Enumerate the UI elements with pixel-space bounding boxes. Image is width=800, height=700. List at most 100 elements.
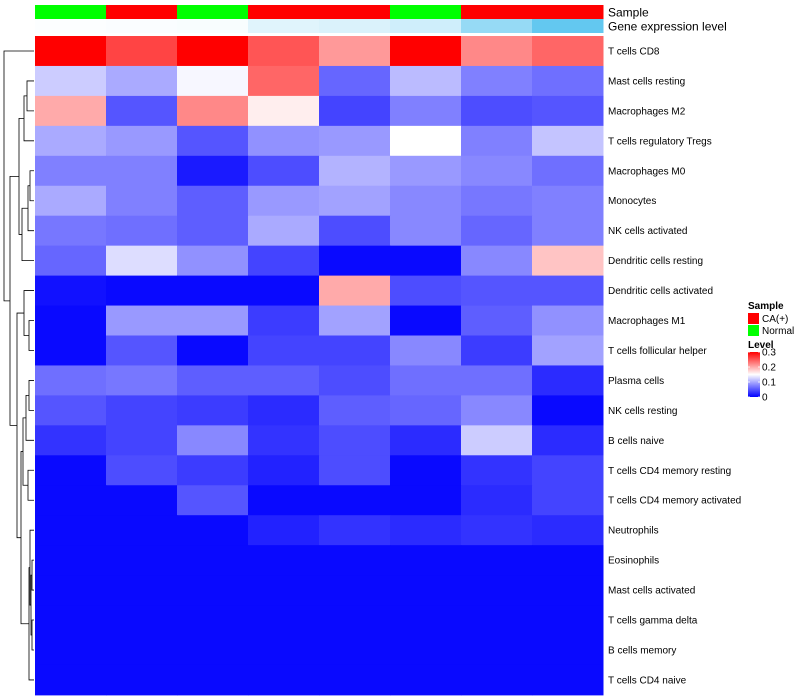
heatmap-cell [177, 425, 249, 456]
heatmap-cell [177, 664, 249, 696]
heatmap-cell [319, 635, 391, 666]
heatmap-cell [106, 245, 178, 277]
expression-annotation-cell [319, 19, 391, 33]
heatmap-cell [319, 155, 391, 187]
heatmap-cell [390, 305, 462, 336]
heatmap-cell [461, 395, 533, 426]
heatmap-cell [461, 515, 533, 546]
expression-annotation-cell [248, 19, 320, 33]
heatmap-cell [248, 275, 320, 307]
heatmap-cell [461, 185, 533, 217]
heatmap-cell [390, 575, 462, 606]
heatmap-cell [106, 635, 178, 666]
sample-annotation-cell [35, 5, 107, 19]
heatmap-cell [461, 485, 533, 516]
row-label: Macrophages M2 [608, 106, 686, 117]
dendrogram-branch [18, 117, 24, 235]
row-label: Mast cells activated [608, 586, 695, 597]
heatmap-cell [532, 245, 604, 277]
heatmap-cell [532, 335, 604, 366]
heatmap-cell [390, 215, 462, 247]
heatmap-cell [248, 395, 320, 426]
dendrogram-branch [29, 170, 34, 202]
dendrogram-branch [22, 417, 28, 486]
row-label: T cells CD4 memory resting [608, 466, 731, 477]
heatmap-cell [390, 95, 462, 127]
heatmap-cell [319, 305, 391, 336]
row-label: NK cells activated [608, 226, 687, 237]
heatmap-cell [106, 36, 178, 67]
heatmap-cell [390, 425, 462, 456]
heatmap-cell [461, 155, 533, 187]
heatmap-cell [248, 305, 320, 336]
heatmap-cell [35, 215, 107, 247]
row-label: T cells follicular helper [608, 346, 707, 357]
heatmap-cell [106, 515, 178, 546]
heatmap-cell [248, 95, 320, 127]
heatmap-cell [106, 664, 178, 696]
heatmap-cell [532, 455, 604, 486]
heatmap-cell [35, 95, 107, 127]
row-label: T cells regulatory Tregs [608, 136, 712, 147]
heatmap-cell [319, 185, 391, 217]
heatmap-cell [319, 515, 391, 546]
row-label: B cells naive [608, 436, 665, 447]
dendrogram-branch [27, 185, 34, 232]
heatmap-cell [177, 155, 249, 187]
heatmap-cell [177, 635, 249, 666]
expression-annotation-label: Gene expression level [608, 20, 727, 34]
sample-annotation-cell [319, 5, 391, 19]
heatmap-cell [177, 455, 249, 486]
heatmap-cell [461, 335, 533, 366]
heatmap-cell [319, 485, 391, 516]
heatmap-cell [248, 455, 320, 486]
heatmap-cell [35, 575, 107, 606]
sample-legend-swatch [748, 325, 759, 336]
heatmap-cell [35, 65, 107, 97]
heatmap-cell [106, 155, 178, 187]
dendrogram-branch [23, 95, 34, 142]
heatmap-cell [532, 125, 604, 157]
heatmap-cell [35, 305, 107, 336]
dendrogram-root [3, 50, 34, 302]
heatmap-cell [177, 515, 249, 546]
heatmap-cell [532, 575, 604, 606]
heatmap-cell [532, 395, 604, 426]
heatmap-cell [248, 485, 320, 516]
heatmap-cell [461, 664, 533, 696]
heatmap-cell [248, 36, 320, 67]
heatmap-cell [461, 65, 533, 97]
expression-annotation-cell [390, 19, 462, 33]
heatmap-cell [319, 664, 391, 696]
heatmap-cell [106, 605, 178, 636]
row-label: Mast cells resting [608, 76, 685, 87]
heatmap-cell [35, 425, 107, 456]
heatmap-cell [106, 575, 178, 606]
heatmap-cell [106, 65, 178, 97]
heatmap-cell [461, 425, 533, 456]
heatmap-cell [177, 335, 249, 366]
heatmap-cell [390, 395, 462, 426]
heatmap-cell [319, 275, 391, 307]
heatmap-cell [35, 275, 107, 307]
heatmap-cell [35, 245, 107, 277]
expression-annotation-cell [532, 19, 604, 33]
heatmap-cell [390, 125, 462, 157]
heatmap-cell [35, 455, 107, 486]
heatmap-cell [319, 575, 391, 606]
heatmap-cell [461, 605, 533, 636]
level-legend-label: 0.2 [762, 363, 776, 374]
heatmap-cell [248, 335, 320, 366]
heatmap-cell [390, 605, 462, 636]
sample-legend-title: Sample [748, 301, 784, 312]
level-legend-label: 0.1 [762, 378, 776, 389]
heatmap-cell [248, 185, 320, 217]
heatmap-cell [461, 275, 533, 307]
heatmap-cell [532, 605, 604, 636]
heatmap-cell [319, 95, 391, 127]
heatmap-cell [319, 425, 391, 456]
heatmap-cell [461, 305, 533, 336]
dendrogram-branch [31, 559, 34, 591]
sample-annotation-cell [248, 5, 320, 19]
heatmap-cell [390, 635, 462, 666]
